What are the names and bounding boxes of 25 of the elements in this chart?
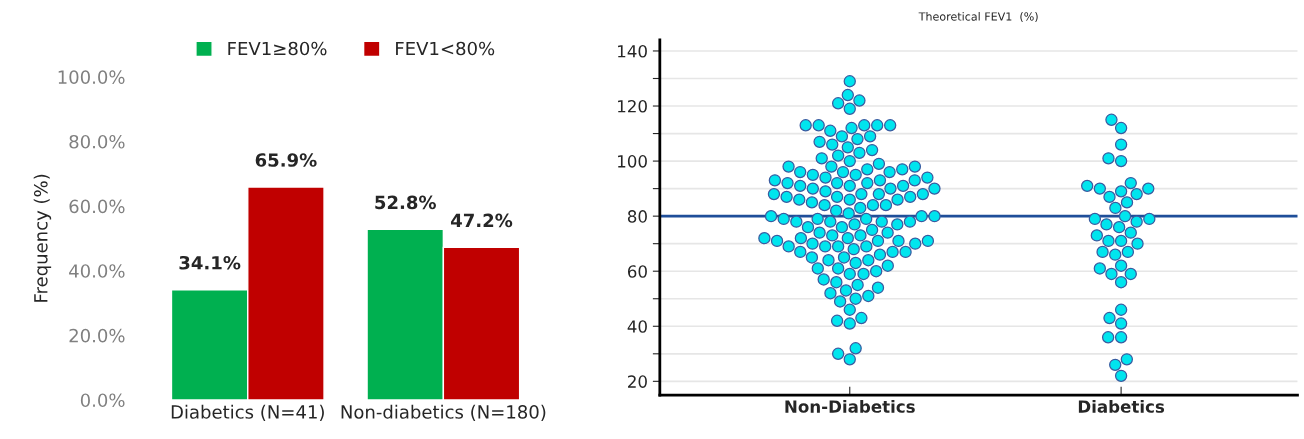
y-tick-label: 40.0%	[69, 264, 125, 278]
legend-label: FEV1<80%	[396, 41, 495, 56]
chart-title: Theoretical FEV1 (%)	[918, 12, 1038, 22]
x-tick-label: Diabetics (N=41)	[171, 404, 324, 421]
y-tick-label: 100.0%	[58, 70, 125, 84]
x-tick-label: Non-Diabetics	[785, 399, 915, 413]
data-label: 47.2%	[451, 213, 513, 228]
y-tick-label: 40	[627, 320, 647, 333]
data-label: 52.8%	[375, 195, 436, 210]
y-tick-label: 80	[627, 210, 647, 223]
y-axis-title: Frequency (%)	[33, 174, 52, 302]
y-tick-label: 80.0%	[69, 134, 125, 149]
x-tick-label: Non-diabetics (N=180)	[341, 404, 546, 421]
x-tick-label: Diabetics	[1078, 399, 1165, 413]
y-tick-label: 60.0%	[69, 199, 125, 214]
y-tick-label: 20	[628, 375, 647, 388]
y-tick-label: 20.0%	[69, 328, 125, 343]
y-tick-label: 0.0%	[80, 393, 125, 408]
legend-label: FEV1≥80%	[228, 41, 327, 56]
y-tick-label: 120	[618, 99, 647, 113]
data-label: 34.1%	[179, 255, 241, 270]
y-tick-label: 60	[627, 265, 647, 278]
y-tick-label: 140	[618, 44, 647, 58]
data-label: 65.9%	[255, 153, 317, 167]
y-tick-label: 100	[618, 155, 647, 168]
